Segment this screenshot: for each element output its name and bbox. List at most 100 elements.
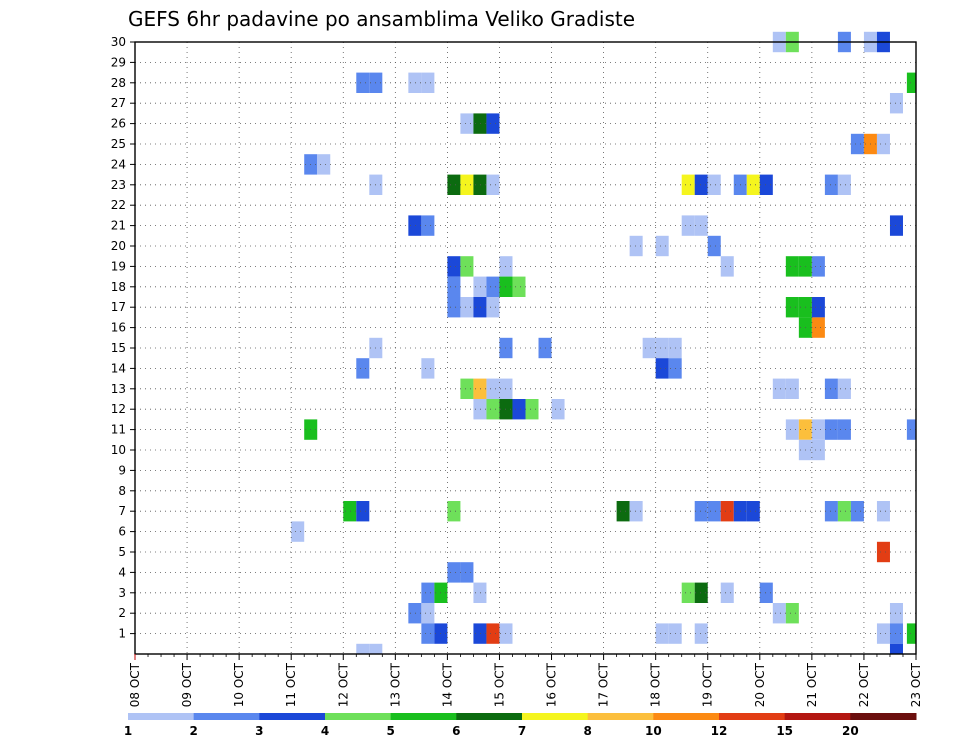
colorbar-swatch: [128, 713, 195, 720]
heatmap-cell: [889, 215, 903, 236]
colorbar-swatch: [719, 713, 786, 720]
heatmap-cell: [408, 215, 422, 236]
grid-layer: [134, 41, 917, 654]
y-tick-label: 20: [111, 239, 126, 253]
heatmap-cell: [837, 378, 851, 399]
colorbar-swatch: [259, 713, 326, 720]
heatmap-cell: [486, 113, 500, 134]
chart-title: GEFS 6hr padavine po ansamblima Veliko G…: [128, 7, 635, 31]
heatmap-cell: [447, 276, 461, 297]
x-axis: 08 OCT 09 OCT 10 OCT 11 OCT 12 OCT 13 OCT 14 O…: [128, 654, 923, 707]
heatmap-cell: [512, 276, 526, 297]
heatmap-cell: [824, 501, 838, 522]
heatmap-cell: [906, 623, 916, 644]
heatmap-cell: [473, 174, 487, 195]
heatmap-cell: [421, 72, 435, 93]
heatmap-cell: [811, 317, 825, 338]
heatmap-cell: [811, 439, 825, 461]
heatmap-cell: [811, 297, 825, 318]
y-tick-label: 23: [111, 178, 126, 192]
heatmap-cell: [629, 235, 643, 257]
heatmap-cell: [447, 256, 461, 277]
y-tick-label: 7: [118, 504, 126, 518]
heatmap-cell: [811, 256, 825, 277]
heatmap-cell: [447, 174, 461, 195]
heatmap-cell: [421, 623, 435, 644]
heatmap-cell: [772, 378, 786, 399]
x-tick-label: 23 OCT: [909, 662, 923, 707]
heatmap-cell: [473, 582, 487, 603]
heatmap-cell: [291, 521, 305, 542]
colorbar-label: 3: [255, 724, 263, 738]
heatmap-cell: [317, 154, 331, 175]
heatmap-cell: [473, 276, 487, 297]
heatmap-cell: [876, 501, 890, 522]
x-tick-label: 22 OCT: [857, 662, 871, 707]
y-tick-label: 19: [111, 259, 126, 273]
heatmap-cell: [876, 133, 890, 155]
heatmap-cell: [889, 643, 903, 654]
heatmap-cell: [460, 256, 474, 277]
heatmap-cell: [460, 174, 474, 195]
heatmap-cell: [486, 623, 500, 644]
y-tick-label: 29: [111, 55, 126, 69]
heatmap-cell: [421, 215, 435, 236]
colorbar: 1 2 3 4 5 6 7 8 10 12 15 20: [124, 713, 917, 738]
heatmap-cell: [850, 501, 864, 522]
x-tick-label: 20 OCT: [753, 662, 767, 707]
colorbar-label: 6: [452, 724, 460, 738]
x-tick-label: 19 OCT: [701, 662, 715, 707]
x-tick-label: 08 OCT: [128, 662, 142, 707]
heatmap-cell: [906, 72, 916, 93]
heatmap-cell: [785, 419, 799, 440]
heatmap-cell: [473, 623, 487, 644]
heatmap-cell: [421, 358, 435, 379]
heatmap-cell: [837, 174, 851, 195]
y-tick-label: 26: [111, 117, 126, 131]
heatmap-cell: [785, 256, 799, 277]
heatmap-cell: [655, 623, 669, 644]
heatmap-cell: [694, 215, 708, 236]
y-tick-label: 3: [118, 586, 126, 600]
y-tick-label: 14: [111, 361, 126, 375]
heatmap-cell: [408, 603, 422, 624]
heatmap-cell: [447, 562, 461, 583]
y-tick-label: 28: [111, 76, 126, 90]
heatmap-cell: [460, 113, 474, 134]
heatmap-cell: [343, 501, 357, 522]
heatmap-cell: [681, 582, 695, 603]
y-tick-label: 30: [111, 35, 126, 49]
heatmap-cell: [486, 276, 500, 297]
heatmap-cell: [655, 235, 669, 257]
colorbar-swatch: [784, 713, 851, 720]
y-tick-label: 25: [111, 137, 126, 151]
heatmap-cell: [876, 623, 890, 644]
colorbar-swatch: [193, 713, 260, 720]
heatmap-cell: [720, 501, 734, 522]
heatmap-cell: [356, 501, 370, 522]
colorbar-label: 5: [386, 724, 394, 738]
y-tick-label: 1: [118, 627, 126, 641]
y-tick-label: 17: [111, 300, 126, 314]
colorbar-swatch: [587, 713, 654, 720]
heatmap-cell: [759, 582, 773, 603]
heatmap-cell: [473, 378, 487, 399]
heatmap-cell: [629, 501, 643, 522]
x-tick-label: 12 OCT: [336, 662, 350, 707]
heatmap-cell: [421, 603, 435, 624]
heatmap-cell: [408, 72, 422, 93]
x-tick-label: 11 OCT: [284, 662, 298, 707]
heatmap-cell: [681, 215, 695, 236]
heatmap-cell: [525, 399, 539, 420]
x-tick-label: 13 OCT: [388, 662, 402, 707]
heatmap-cell: [811, 419, 825, 440]
y-tick-label: 21: [111, 219, 126, 233]
heatmap-cell: [356, 358, 370, 379]
heatmap-cell: [824, 419, 838, 440]
x-tick-label: 16 OCT: [545, 662, 559, 707]
heatmap-cell: [473, 399, 487, 420]
y-tick-label: 4: [118, 565, 126, 579]
y-tick-label: 2: [118, 606, 126, 620]
x-tick-label: 15 OCT: [492, 662, 506, 707]
